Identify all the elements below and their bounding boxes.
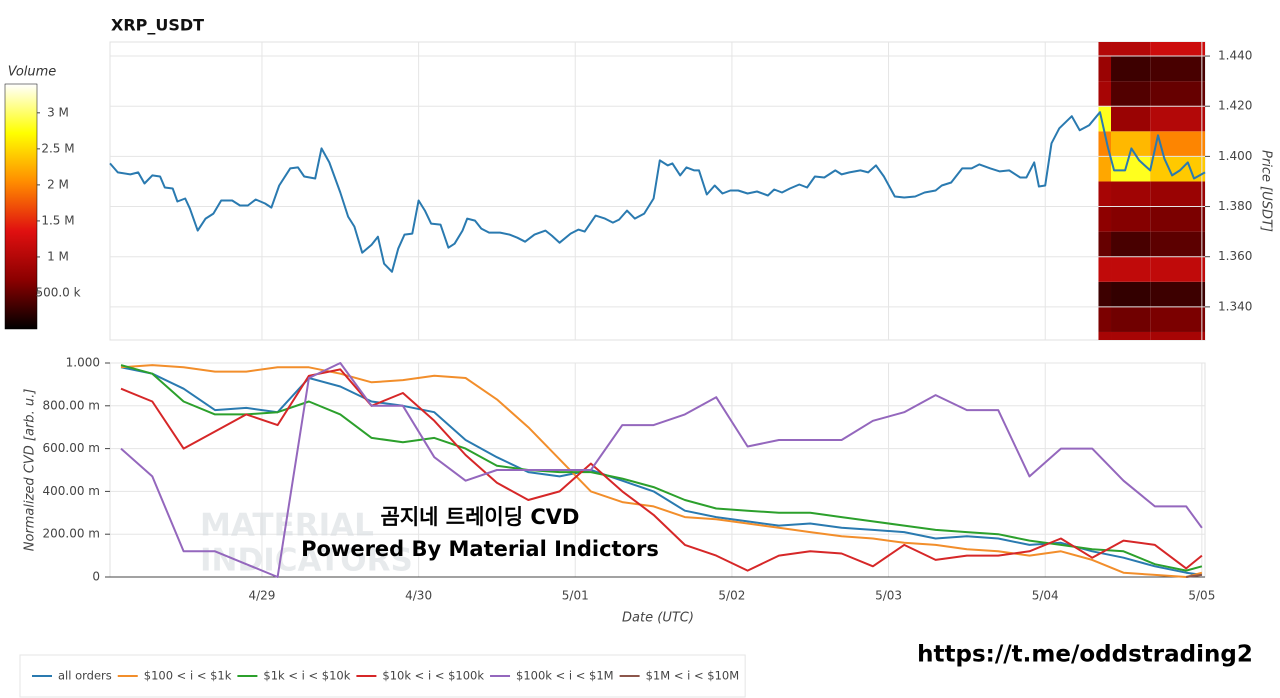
heatmap-cell — [1150, 206, 1205, 232]
legend-label: $1k < i < $10k — [263, 669, 350, 683]
heatmap-cell — [1098, 56, 1112, 82]
heatmap-cell — [1111, 81, 1151, 107]
colorbar — [4, 83, 38, 330]
y-tick-label: 1.420 — [1218, 99, 1252, 113]
colorbar-tick-label: 1.5 M — [41, 213, 74, 227]
heatmap-cell — [1098, 306, 1112, 332]
heatmap-cell — [1098, 206, 1112, 232]
x-tick-label: 5/05 — [1188, 589, 1215, 603]
footer-url: https://t.me/oddstrading2 — [917, 642, 1253, 668]
heatmap-cell — [1111, 256, 1151, 282]
x-tick-label: 4/30 — [405, 589, 432, 603]
heatmap-cell — [1111, 106, 1151, 132]
heatmap-cell — [1150, 231, 1205, 257]
heatmap-cell — [1111, 181, 1151, 207]
y-tick-label: 1.380 — [1218, 199, 1252, 213]
legend-label: $1M < i < $10M — [646, 669, 740, 683]
heatmap-cell — [1098, 281, 1112, 307]
x-tick-label: 5/03 — [875, 589, 902, 603]
heatmap-cell — [1111, 331, 1151, 340]
annotation: 곰지네 트레이딩 CVD — [381, 505, 580, 529]
heatmap-cell — [1098, 181, 1112, 207]
legend-label: all orders — [58, 669, 112, 683]
colorbar-tick-label: 2.5 M — [41, 141, 74, 155]
heatmap-cell — [1111, 206, 1151, 232]
y-tick-label: 400.00 m — [43, 484, 101, 498]
x-tick-label: 4/29 — [248, 589, 275, 603]
y-tick-label: 800.00 m — [43, 398, 101, 412]
heatmap-cell — [1150, 256, 1205, 282]
legend-label: $100 < i < $1k — [144, 669, 232, 683]
heatmap-cell — [1150, 81, 1205, 107]
y-tick-label: 1.000 — [66, 356, 100, 370]
heatmap-cell — [1111, 231, 1151, 257]
chart-title: XRP_USDT — [111, 16, 204, 35]
legend: all orders $100 < i < $1k $1k < i < $10k $1… — [19, 654, 746, 698]
heatmap-cell — [1150, 306, 1205, 332]
y-tick-label: 1.440 — [1218, 49, 1252, 63]
legend-label: $100k < i < $1M — [516, 669, 614, 683]
y-tick-label: 0 — [92, 570, 100, 584]
series-line — [120, 362, 1203, 578]
legend-label: $10k < i < $100k — [382, 669, 484, 683]
colorbar-tick-label: 3 M — [47, 105, 69, 119]
heatmap-cell — [1098, 106, 1112, 132]
heatmap-cell — [1098, 231, 1112, 257]
colorbar-tick-label: 2 M — [47, 177, 69, 191]
y-tick-label: 600.00 m — [43, 441, 101, 455]
heatmap-cell — [1098, 42, 1112, 57]
heatmap-cell — [1150, 181, 1205, 207]
heatmap-cell — [1150, 281, 1205, 307]
heatmap-cell — [1150, 42, 1205, 57]
plot-area — [109, 41, 1206, 341]
heatmap-cell — [1111, 56, 1151, 82]
series-line — [109, 111, 1206, 273]
heatmap-cell — [1098, 81, 1112, 107]
heatmap-cell — [1098, 156, 1112, 182]
x-tick-label: 5/04 — [1032, 589, 1059, 603]
x-axis-label: Date (UTC) — [622, 611, 694, 626]
y-axis-label: Normalized CVD [arb. u.] — [23, 389, 38, 552]
annotation: Powered By Material Indictors — [301, 537, 659, 561]
heatmap-cell — [1098, 256, 1112, 282]
y-tick-label: 1.340 — [1218, 299, 1252, 313]
y-tick-label: 1.360 — [1218, 249, 1252, 263]
heatmap-cell — [1150, 331, 1205, 340]
heatmap-cell — [1111, 156, 1151, 182]
colorbar-title: Volume — [8, 65, 57, 80]
series-line — [120, 368, 1203, 572]
series-line — [120, 364, 1203, 578]
y-tick-label: 1.400 — [1218, 149, 1252, 163]
x-tick-label: 5/02 — [718, 589, 745, 603]
colorbar-tick-label: 1 M — [47, 249, 69, 263]
heatmap-cell — [1150, 106, 1205, 132]
heatmap-cell — [1150, 56, 1205, 82]
colorbar-tick-label: 500.0 k — [35, 285, 80, 299]
heatmap-cell — [1111, 281, 1151, 307]
heatmap-cell — [1111, 42, 1151, 57]
heatmap-cell — [1098, 331, 1112, 340]
series-line — [1186, 573, 1203, 578]
y-axis-label: Price [USDT] — [1259, 150, 1274, 232]
x-tick-label: 5/01 — [562, 589, 589, 603]
y-tick-label: 200.00 m — [43, 527, 101, 541]
series-line — [120, 364, 1203, 572]
heatmap-cell — [1111, 306, 1151, 332]
